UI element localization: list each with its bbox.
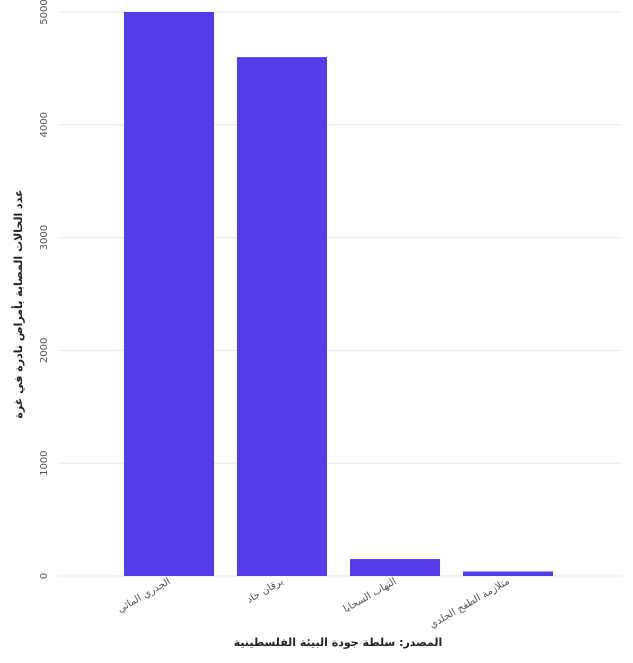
bar [350,559,440,576]
x-axis-title: المصدر: سلطة جودة البيئة الفلسطينية [234,636,443,649]
y-tick-label: 4000 [39,112,50,137]
bar [237,57,327,577]
y-tick-label: 1000 [39,450,50,475]
y-axis-ticks: 0 1000 2000 3000 4000 5000 [39,0,50,579]
y-tick-label: 0 [39,573,50,579]
y-axis-title: عدد الحالات المصابة بأمراض نادرة في غزة [11,189,25,418]
bar [124,12,214,576]
x-tick-label: متلازمة الطفح الجلدي [428,576,512,631]
bar [463,571,553,576]
x-tick-label: الجدري المائي [116,576,173,615]
y-tick-label: 2000 [39,338,50,363]
x-tick-label: يرقان حاد [245,576,286,606]
x-axis-ticks: الجدري المائي يرقان حاد التهاب السحايا متلا… [116,576,512,631]
x-tick-label: التهاب السحايا [342,576,399,615]
y-tick-label: 3000 [39,225,50,250]
bars [124,12,553,577]
y-tick-label: 5000 [39,0,50,25]
